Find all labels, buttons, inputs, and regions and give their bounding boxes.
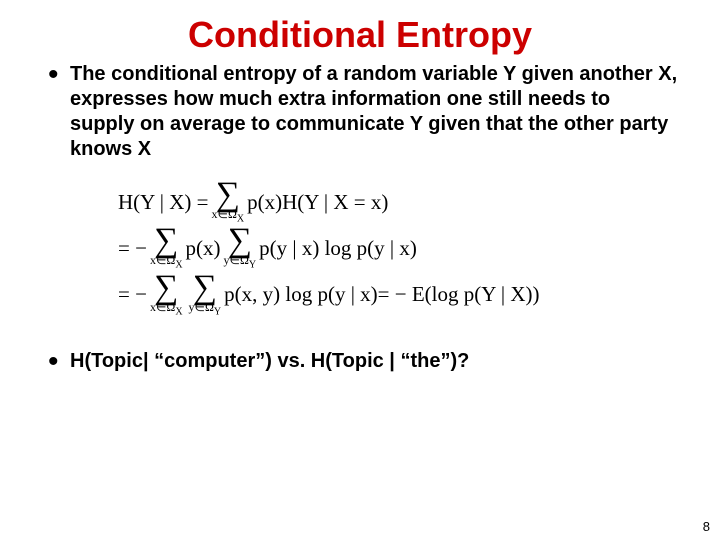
math-line-2: = − ∑ x∈ΩX p(x) ∑ y∈ΩY p(y | x) log p(y … [118,226,680,270]
math-fragment: = − [118,236,147,261]
math-fragment: p(x, y) log p(y | x) [224,282,378,307]
math-fragment: p(y | x) log p(y | x) [259,236,417,261]
sigma-icon: ∑ x∈ΩX [150,226,183,270]
slide: Conditional Entropy • The conditional en… [0,0,720,540]
bullet-item: • H(Topic| “computer”) vs. H(Topic | “th… [48,349,680,374]
bullet-dot-icon: • [48,62,70,86]
sigma-sub-tail: X [175,306,182,317]
sigma-sub: x∈Ω [212,207,237,221]
math-fragment: p(x)H(Y | X = x) [247,190,388,215]
sigma-sub-tail: Y [249,260,256,271]
sigma-sub: x∈Ω [150,253,175,267]
sigma-icon: ∑ y∈ΩY [189,273,222,317]
math-block: H(Y | X) = ∑ x∈ΩX p(x)H(Y | X = x) = − ∑… [48,162,680,331]
math-fragment: p(x) [186,236,221,261]
sigma-icon: ∑ x∈ΩX [212,180,245,224]
math-line-1: H(Y | X) = ∑ x∈ΩX p(x)H(Y | X = x) [118,180,680,224]
bullet-dot-icon: • [48,349,70,373]
sigma-sub: y∈Ω [189,300,214,314]
sigma-sub: x∈Ω [150,300,175,314]
math-line-3: = − ∑ x∈ΩX ∑ y∈ΩY p(x, y) log p(y | x) =… [118,273,680,317]
sigma-sub-tail: Y [214,306,221,317]
slide-title: Conditional Entropy [0,0,720,62]
page-number: 8 [703,519,710,534]
sigma-sub: y∈Ω [224,253,249,267]
math-fragment: = − [118,282,147,307]
bullet-list: • The conditional entropy of a random va… [0,62,720,374]
sigma-icon: ∑ x∈ΩX [150,273,183,317]
bullet-item: • The conditional entropy of a random va… [48,62,680,162]
math-fragment: = − E(log p(Y | X)) [378,282,540,307]
math-fragment: H(Y | X) = [118,190,209,215]
bullet-text: H(Topic| “computer”) vs. H(Topic | “the”… [70,349,469,374]
bullet-text: The conditional entropy of a random vari… [70,62,680,162]
sigma-icon: ∑ y∈ΩY [224,226,257,270]
